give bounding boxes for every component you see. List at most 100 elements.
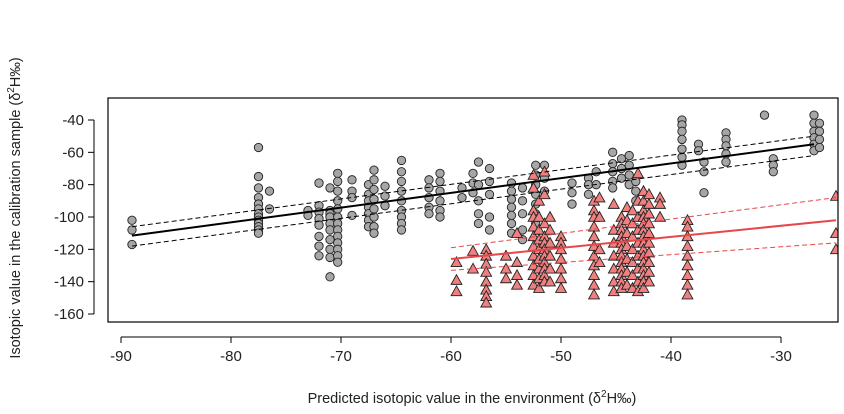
data-point-circle: [253, 171, 264, 182]
data-point-circle: [457, 192, 467, 203]
data-point-triangle: [620, 265, 634, 277]
data-point-circle: [616, 154, 627, 164]
data-point-circle: [253, 228, 264, 238]
data-point-circle: [506, 218, 517, 229]
series-circles: [127, 110, 825, 282]
data-point-circle: [396, 167, 407, 177]
data-point-triangle: [543, 236, 557, 248]
data-point-triangle: [543, 249, 557, 261]
data-point-triangle: [642, 275, 656, 287]
series-triangles: [450, 165, 838, 308]
data-point-circle: [380, 191, 390, 201]
data-point-circle: [325, 252, 335, 263]
data-point-circle: [253, 142, 264, 153]
data-point-triangle: [626, 217, 639, 229]
data-point-circle: [314, 251, 324, 261]
data-point-triangle: [527, 168, 540, 180]
data-point-circle: [583, 189, 594, 200]
data-point-circle: [435, 196, 445, 206]
data-point-circle: [699, 188, 709, 198]
data-point-triangle: [607, 262, 620, 274]
data-point-triangle: [829, 243, 838, 255]
x-tick-label: -80: [220, 348, 242, 365]
data-point-circle: [396, 225, 407, 235]
fit-circles-line: [131, 143, 815, 237]
data-point-circle: [759, 110, 770, 120]
data-point-circle: [484, 163, 495, 174]
data-point-circle: [814, 126, 825, 136]
data-point-circle: [484, 225, 495, 235]
data-point-triangle: [620, 252, 634, 264]
data-point-triangle: [620, 278, 634, 290]
data-point-circle: [369, 228, 379, 238]
data-point-circle: [325, 244, 335, 254]
data-point-triangle: [681, 268, 694, 280]
data-point-circle: [333, 176, 343, 187]
data-point-circle: [435, 176, 445, 187]
data-point-triangle: [587, 230, 601, 242]
data-point-circle: [424, 183, 434, 193]
data-point-triangle: [499, 272, 513, 284]
fit-triangles-ci-lower: [450, 242, 837, 271]
data-point-triangle: [527, 181, 540, 193]
data-point-circle: [473, 180, 484, 190]
data-point-circle: [314, 241, 324, 251]
data-point-triangle: [620, 226, 634, 238]
data-point-circle: [333, 168, 343, 179]
data-point-circle: [333, 196, 343, 206]
data-point-circle: [677, 134, 687, 145]
data-point-triangle: [607, 197, 620, 209]
data-point-triangle: [499, 262, 513, 274]
data-point-circle: [624, 150, 634, 161]
data-point-circle: [677, 144, 687, 154]
data-point-circle: [677, 152, 687, 162]
data-point-triangle: [499, 249, 513, 261]
data-point-circle: [567, 188, 577, 198]
data-point-circle: [396, 155, 407, 166]
data-point-triangle: [681, 278, 694, 290]
data-point-triangle: [631, 167, 645, 179]
axes: -90 -80 -70 -60 -50 -40 -30 -160 -140 -120 -100 -80…: [54, 97, 839, 365]
data-point-triangle: [543, 275, 557, 287]
data-point-triangle: [450, 255, 463, 268]
data-point-circle: [347, 210, 357, 221]
data-point-circle: [253, 183, 264, 193]
data-point-triangle: [620, 200, 634, 213]
data-point-triangle: [593, 255, 606, 268]
data-point-triangle: [538, 217, 551, 229]
data-point-triangle: [681, 249, 694, 261]
data-point-triangle: [681, 239, 694, 251]
fit-circles-ci-lower: [131, 155, 815, 247]
data-point-triangle: [510, 278, 524, 290]
data-point-circle: [325, 234, 335, 245]
data-point-triangle: [626, 268, 639, 280]
data-point-triangle: [626, 243, 639, 255]
data-point-triangle: [626, 255, 639, 268]
data-point-circle: [814, 134, 825, 145]
data-point-circle: [396, 176, 407, 187]
data-point-circle: [583, 180, 594, 190]
data-point-circle: [127, 225, 137, 235]
data-point-triangle: [637, 281, 650, 293]
plot-frame: [107, 97, 839, 323]
data-point-circle: [369, 175, 379, 185]
y-tick-label: -80: [62, 177, 84, 194]
x-tick-label: -30: [770, 348, 792, 365]
fit-triangles: [450, 197, 837, 271]
data-point-triangle: [587, 288, 601, 300]
x-tick-label: -50: [550, 348, 572, 365]
data-point-triangle: [450, 273, 463, 285]
data-point-circle: [506, 202, 517, 212]
data-point-triangle: [607, 249, 620, 261]
y-tick-label: -100: [54, 209, 84, 226]
data-point-circle: [677, 126, 687, 136]
data-point-triangle: [543, 223, 557, 235]
data-point-circle: [127, 215, 137, 225]
data-point-triangle: [829, 226, 838, 238]
data-point-triangle: [554, 281, 568, 293]
data-point-triangle: [681, 259, 694, 271]
data-point-triangle: [532, 210, 546, 222]
data-point-circle: [721, 141, 731, 151]
data-point-triangle: [593, 191, 606, 203]
data-point-circle: [608, 147, 618, 157]
